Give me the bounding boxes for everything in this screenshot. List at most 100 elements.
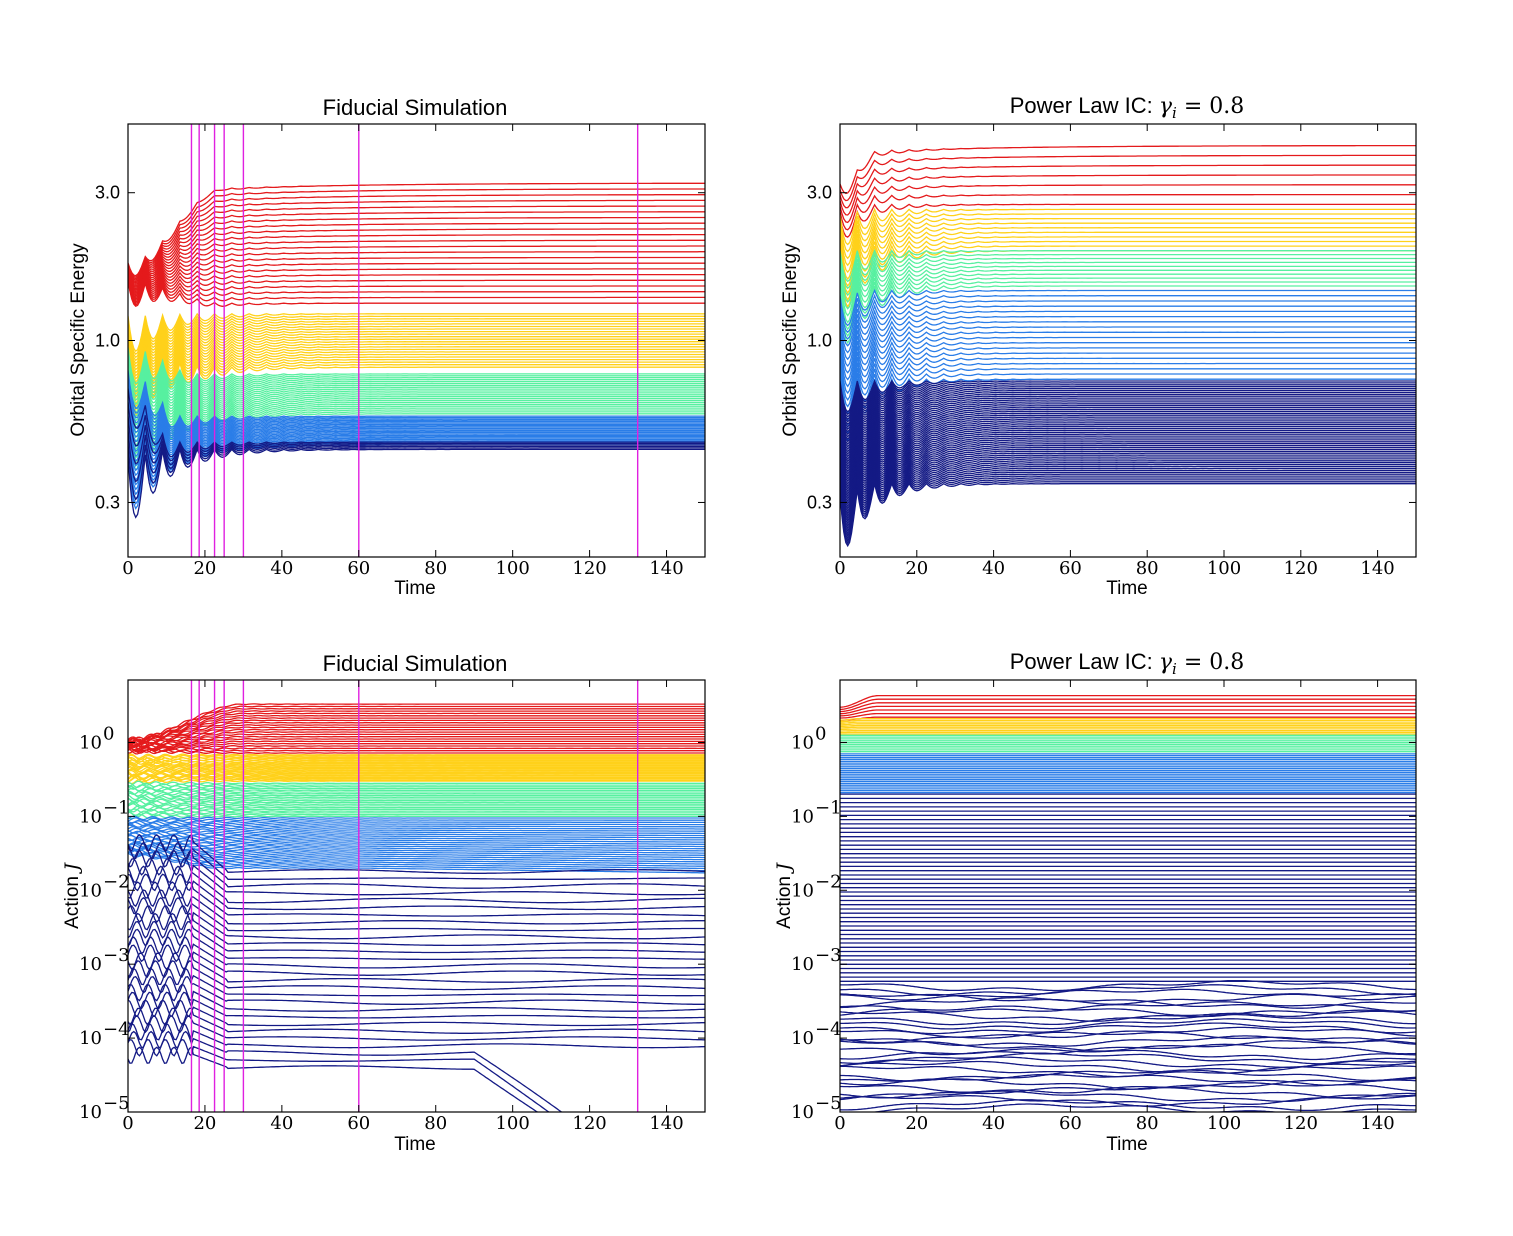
series-line-blue: [840, 367, 1416, 429]
x-axis-label: Time: [394, 1134, 436, 1155]
series-line-navy: [840, 418, 1416, 465]
series-line-navy: [840, 480, 1416, 545]
y-tick-base: 10: [791, 806, 814, 827]
y-tick-exponent: −4: [103, 1019, 130, 1040]
series-line-blue: [840, 340, 1416, 395]
series-line-gold: [840, 216, 1416, 260]
series-line-red: [840, 184, 1416, 224]
series-line-gold: [840, 719, 1416, 723]
series-line-navy: [840, 400, 1416, 441]
x-tick-label: 120: [572, 558, 606, 579]
x-tick-label: 80: [1136, 558, 1159, 579]
y-axis-label: Action J: [61, 862, 83, 929]
x-tick-label: 40: [982, 558, 1005, 579]
series-line-navy: [840, 433, 1416, 485]
y-tick-label: 10: [791, 954, 814, 975]
y-tick-base: 10: [79, 954, 102, 975]
x-tick-label: 60: [347, 558, 370, 579]
series-line-gold: [840, 221, 1416, 267]
y-axis-label: Action J: [773, 862, 795, 929]
y-tick-exponent: −3: [103, 945, 130, 966]
y-tick-label: 10: [791, 806, 814, 827]
title-prefix: Power Law IC:: [1010, 93, 1159, 118]
series-line-navy: [840, 379, 1416, 413]
x-tick-label: 140: [1360, 558, 1394, 579]
series-line-navy: [840, 979, 1416, 992]
y-tick-label: 1.0: [95, 331, 120, 351]
series-line-red: [840, 174, 1416, 216]
series-line-navy: [840, 409, 1416, 453]
series-line-navy: [840, 462, 1416, 523]
y-tick-exponent: −5: [815, 1093, 842, 1114]
y-tick-exponent: −3: [815, 945, 842, 966]
x-tick-label: 60: [1059, 558, 1082, 579]
series-line-navy: [840, 439, 1416, 493]
x-axis-label: Time: [1106, 578, 1148, 599]
series-line-blue: [840, 356, 1416, 415]
y-tick-base: 10: [791, 954, 814, 975]
x-tick-label: 100: [1207, 558, 1241, 579]
y-axis-label-text: Action: [774, 871, 795, 929]
series-line-navy: [840, 1026, 1416, 1039]
x-tick-label: 80: [424, 1113, 447, 1134]
x-tick-label: 0: [834, 558, 845, 579]
series-line-mint: [840, 276, 1416, 331]
series-line-navy: [840, 388, 1416, 426]
series-line-blue: [840, 324, 1416, 374]
series-line-gold: [840, 728, 1416, 731]
panel-energy-powerlaw: Power Law IC: γi = 0.8 Time Orbital Spec…: [780, 93, 1417, 599]
series-line-navy: [840, 435, 1416, 488]
series-line-gold: [840, 721, 1416, 724]
series-line-blue: [840, 319, 1416, 368]
y-tick-label: 0.3: [95, 492, 120, 512]
x-tick-label: 20: [193, 558, 216, 579]
y-axis-label: Orbital Specific Energy: [780, 243, 801, 437]
series-line-navy: [840, 1048, 1416, 1061]
series-line-red: [840, 164, 1416, 209]
x-tick-label: 120: [572, 1113, 606, 1134]
series-line-navy: [840, 448, 1416, 505]
series-line-navy: [840, 468, 1416, 530]
series-line-gold: [840, 724, 1416, 728]
y-tick-exponent: 0: [103, 723, 114, 744]
x-tick-label: 0: [122, 558, 133, 579]
series-line-gold: [840, 212, 1416, 253]
y-tick-exponent: −1: [815, 797, 842, 818]
series-line-navy: [840, 424, 1416, 473]
series-line-blue: [840, 293, 1416, 334]
series-line-blue: [840, 361, 1416, 422]
series-line-mint: [840, 252, 1416, 290]
series-line-navy: [840, 426, 1416, 475]
series-line-navy: [840, 407, 1416, 451]
x-tick-label: 100: [495, 558, 529, 579]
series-line-red: [840, 698, 1416, 711]
series-line-navy: [840, 411, 1416, 456]
y-tick-label: 10: [79, 732, 102, 753]
y-axis-label-text: Action: [62, 871, 83, 929]
y-axis-label: Orbital Specific Energy: [68, 243, 89, 437]
series-line-navy: [840, 478, 1416, 543]
plot-area: 0 20 40 60 80 100 120 14010−510−410−310−210−110…: [79, 679, 706, 1134]
title-symbol: γ: [1159, 650, 1173, 675]
series-line-navy: [840, 394, 1416, 433]
panel-title: Power Law IC: γi = 0.8: [1010, 649, 1245, 678]
series-lines: [840, 144, 1416, 548]
series-line-gold: [840, 726, 1416, 729]
series-line-navy: [840, 450, 1416, 508]
series-line-navy: [840, 432, 1416, 483]
y-tick-exponent: −4: [815, 1019, 842, 1040]
series-line-navy: [840, 453, 1416, 510]
y-tick-label: 10: [791, 1102, 814, 1123]
series-line-gold: [840, 723, 1416, 726]
series-line-navy: [870, 1103, 1416, 1112]
y-tick-label: 10: [791, 732, 814, 753]
series-line-blue: [840, 314, 1416, 361]
y-tick-exponent: −5: [103, 1093, 130, 1114]
series-line-navy: [840, 1005, 1416, 1018]
series-line-red: [840, 144, 1416, 195]
y-tick-label: 3.0: [807, 183, 832, 203]
series-line-gold: [840, 717, 1416, 721]
series-line-navy: [840, 1010, 1416, 1022]
series-line-navy: [840, 472, 1416, 535]
series-line-mint: [840, 260, 1416, 303]
